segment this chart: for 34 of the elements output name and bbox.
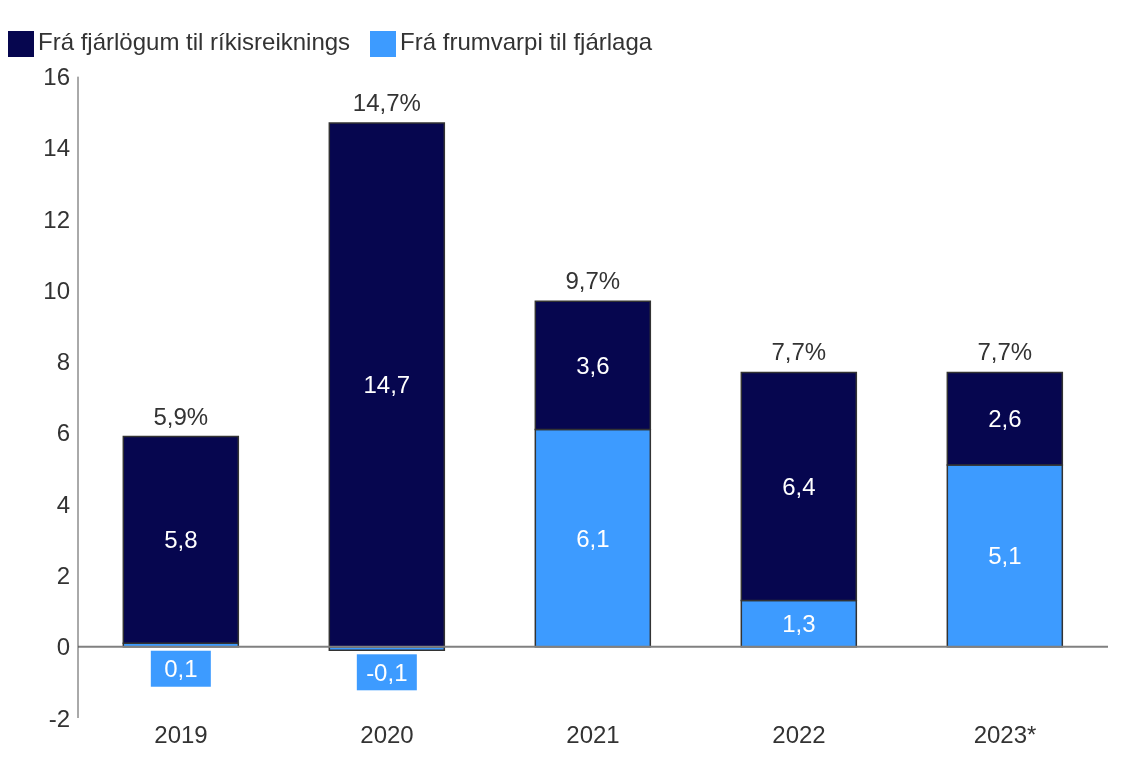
total-label: 9,7% (565, 267, 621, 295)
y-tick-label: 6 (56, 419, 70, 447)
data-label: 14,7 (363, 371, 411, 399)
total-label: 7,7% (977, 338, 1033, 366)
y-tick-label: -2 (48, 704, 70, 732)
data-label: 3,6 (576, 351, 610, 379)
y-tick-label: 14 (43, 134, 70, 162)
y-tick-label: 16 (43, 63, 70, 91)
total-label: 7,7% (771, 338, 827, 366)
x-tick-label: 2022 (772, 721, 826, 749)
total-label: 5,9% (153, 402, 209, 430)
bar (328, 122, 446, 648)
legend-label: Frá fjárlögum til ríkisreiknings (38, 28, 351, 55)
data-label: 0,1 (164, 655, 198, 683)
data-label: 2,6 (988, 405, 1022, 433)
y-tick-label: 12 (43, 205, 70, 233)
total-label: 14,7% (352, 88, 421, 116)
data-label: 6,1 (576, 524, 610, 552)
legend-label: Frá frumvarpi til fjárlaga (400, 28, 653, 55)
data-label: 5,8 (164, 526, 198, 554)
data-label: -0,1 (366, 658, 408, 686)
y-tick-label: 2 (56, 562, 70, 589)
y-tick-label: 0 (56, 633, 70, 661)
x-tick-label: 2023* (973, 721, 1037, 749)
x-tick-label: 2019 (154, 721, 208, 749)
data-label: 5,1 (988, 542, 1022, 570)
y-tick-label: 10 (43, 276, 70, 304)
x-tick-label: 2021 (566, 721, 620, 749)
data-label: 1,3 (782, 610, 816, 638)
y-tick-label: 8 (56, 348, 70, 376)
data-label: 6,4 (782, 472, 816, 500)
y-tick-label: 4 (56, 490, 70, 518)
bar (122, 435, 240, 644)
x-tick-label: 2020 (360, 721, 414, 749)
